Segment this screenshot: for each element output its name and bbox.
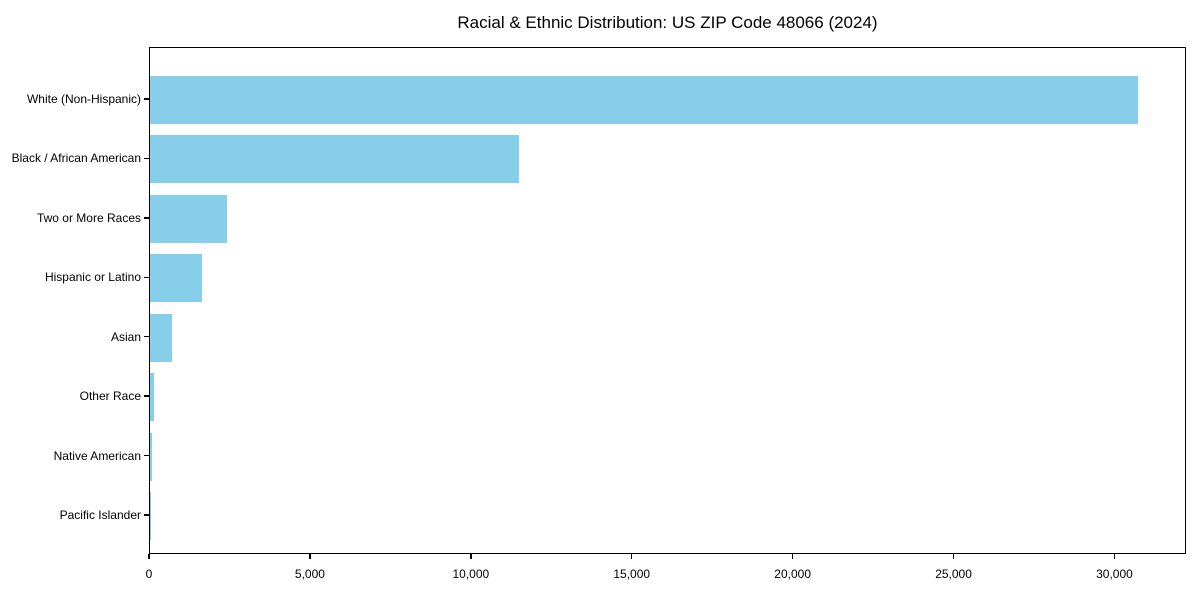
bar [150,194,227,243]
x-tick-label: 10,000 [452,567,490,581]
y-tick [144,276,149,279]
y-tick [144,514,149,516]
y-tick [144,395,149,397]
category-label: Hispanic or Latino [44,270,141,285]
category-label: Asian [110,329,141,344]
y-tick [144,217,149,219]
bar [150,76,1138,124]
x-tick-label: 0 [145,567,153,581]
bar [150,373,154,422]
x-tick [148,554,150,559]
x-tick-label: 30,000 [1096,567,1133,581]
x-tick-label: 20,000 [774,567,811,581]
x-tick [1113,554,1116,559]
y-tick [144,98,149,100]
plot-area [149,47,1186,554]
category-label: Pacific Islander [59,508,141,522]
category-label: White (Non-Hispanic) [26,92,141,106]
x-tick [791,554,794,559]
bar [150,492,151,540]
x-tick-label: 5,000 [294,567,325,581]
category-label: Two or More Races [36,210,141,225]
y-tick [144,157,149,160]
x-tick-label: 25,000 [935,567,972,581]
bar [150,135,519,184]
category-label: Other Race [79,389,141,404]
bar [150,313,172,362]
x-tick-label: 15,000 [613,567,651,581]
category-label: Native American [53,448,141,463]
x-tick [952,554,955,559]
y-tick [144,335,149,338]
x-tick [630,554,633,559]
bar [150,432,152,481]
chart-title: Racial & Ethnic Distribution: US ZIP Cod… [457,13,878,32]
y-tick [144,454,149,457]
x-tick [309,554,311,559]
category-label: Black / African American [11,151,141,166]
bar [150,254,202,303]
x-tick [470,554,472,559]
